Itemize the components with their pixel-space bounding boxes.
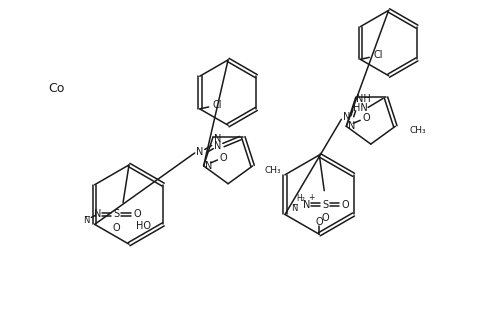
Text: O: O [112, 223, 120, 233]
Text: HN: HN [352, 104, 367, 113]
Text: H₂: H₂ [295, 194, 304, 203]
Text: O: O [361, 113, 369, 123]
Text: N̅: N̅ [291, 204, 297, 213]
Text: N: N [347, 121, 354, 131]
Text: Co: Co [48, 82, 65, 95]
Text: N: N [214, 134, 221, 144]
Text: N: N [342, 112, 349, 122]
Text: O: O [321, 214, 328, 223]
Text: NH: NH [356, 95, 370, 104]
Text: Cl: Cl [213, 100, 222, 110]
Text: O: O [315, 218, 323, 227]
Text: N: N [195, 147, 203, 157]
Text: Cl: Cl [372, 50, 382, 60]
Text: O: O [340, 200, 348, 210]
Text: HO: HO [136, 221, 151, 231]
Text: N̅: N̅ [83, 216, 89, 225]
Text: N: N [94, 210, 101, 219]
Text: S: S [113, 210, 119, 219]
Text: O: O [133, 210, 141, 219]
Text: N: N [302, 200, 310, 210]
Text: S: S [322, 200, 328, 210]
Text: N: N [204, 161, 212, 171]
Text: CH₃: CH₃ [408, 126, 425, 135]
Text: O: O [219, 153, 227, 163]
Text: N: N [213, 141, 221, 151]
Text: CH₃: CH₃ [264, 166, 280, 176]
Text: +: + [308, 193, 314, 202]
